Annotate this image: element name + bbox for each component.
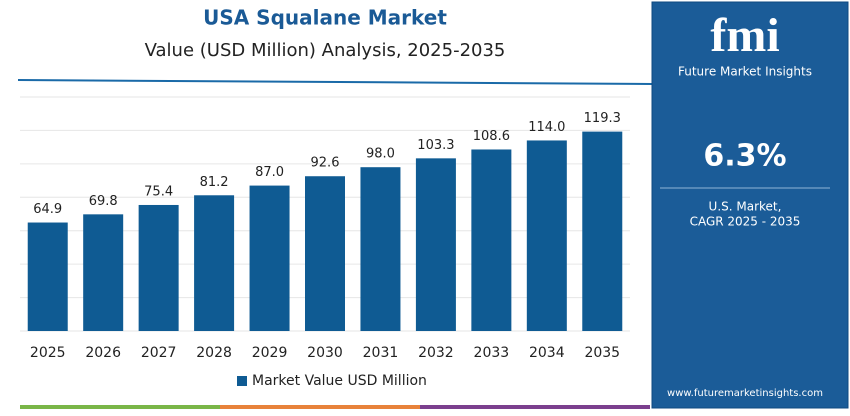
chart-title: USA Squalane Market xyxy=(203,6,447,30)
value-label: 114.0 xyxy=(528,120,565,135)
value-label: 64.9 xyxy=(33,202,62,217)
bar xyxy=(138,204,179,331)
bar xyxy=(526,140,567,331)
x-tick-label: 2026 xyxy=(85,345,121,361)
x-tick-label: 2028 xyxy=(196,345,232,361)
x-tick-label: 2025 xyxy=(30,345,66,361)
region: U.S. Market, xyxy=(709,200,782,214)
bar xyxy=(305,176,345,331)
bar xyxy=(360,167,401,331)
x-tick-label: 2035 xyxy=(584,345,620,361)
x-tick-label: 2032 xyxy=(418,345,454,361)
x-tick-label: 2031 xyxy=(363,345,399,361)
strip xyxy=(20,405,220,409)
bar xyxy=(582,131,623,331)
bar xyxy=(471,149,512,331)
bar xyxy=(249,185,290,331)
value-label: 81.2 xyxy=(200,175,229,190)
logo-caption: Future Market Insights xyxy=(678,65,812,79)
logo: fmi xyxy=(710,9,779,62)
website: www.futuremarketinsights.com xyxy=(667,388,823,399)
x-tick-label: 2034 xyxy=(529,345,565,361)
value-label: 119.3 xyxy=(584,111,621,126)
x-tick-label: 2033 xyxy=(474,345,510,361)
legend-label: Market Value USD Million xyxy=(252,373,427,389)
cagr-value: 6.3% xyxy=(703,139,786,174)
value-label: 87.0 xyxy=(255,165,284,180)
value-label: 98.0 xyxy=(366,147,395,162)
x-tick-label: 2027 xyxy=(141,345,177,361)
bar xyxy=(83,214,124,331)
value-label: 103.3 xyxy=(417,138,454,153)
value-label: 75.4 xyxy=(144,184,173,199)
strip xyxy=(220,405,420,409)
chart-subtitle: Value (USD Million) Analysis, 2025-2035 xyxy=(145,40,506,61)
x-tick-label: 2030 xyxy=(307,345,343,361)
bar xyxy=(194,195,235,331)
x-tick-label: 2029 xyxy=(252,345,288,361)
value-label: 92.6 xyxy=(311,156,340,171)
bar xyxy=(27,222,68,331)
strip xyxy=(420,405,650,409)
value-label: 108.6 xyxy=(473,129,510,144)
divider xyxy=(17,79,653,85)
side-panel xyxy=(651,1,849,409)
legend-swatch xyxy=(237,376,247,386)
value-label: 69.8 xyxy=(89,194,118,209)
bar xyxy=(415,158,456,331)
period: CAGR 2025 - 2035 xyxy=(690,215,801,229)
